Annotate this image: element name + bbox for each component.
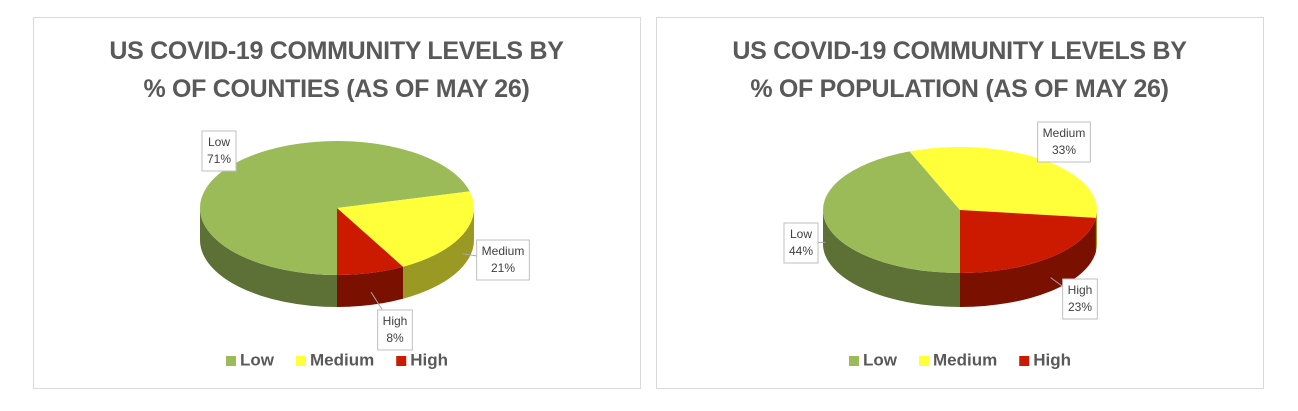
data-label-value: 71% [207, 152, 231, 166]
pie-slice-side [403, 208, 474, 299]
data-label-box [1037, 121, 1091, 163]
legend-swatch [848, 356, 859, 366]
pie-slice [337, 191, 474, 267]
data-label-value: 23% [1068, 300, 1092, 314]
data-label-category: Low [790, 227, 812, 241]
data-label-category: Medium [1043, 126, 1086, 140]
data-label-box [201, 130, 237, 172]
legend-swatch [918, 356, 929, 366]
legend-label: Low [240, 350, 275, 369]
legend-swatch [1019, 356, 1030, 366]
legend-swatch [396, 356, 407, 366]
pie-slice [909, 147, 1097, 218]
data-label-box [783, 222, 819, 264]
pie-slice [200, 140, 470, 275]
data-label-box [377, 309, 413, 351]
legend: Low Medium High [848, 350, 1071, 369]
data-label-category: High [383, 314, 408, 328]
data-label-value: 33% [1052, 143, 1076, 157]
pie-slice-side [960, 217, 1096, 307]
data-label-value: 21% [491, 261, 515, 275]
legend-label: Low [863, 350, 898, 369]
pie-slice-side [200, 208, 337, 307]
data-label-category: Medium [482, 244, 525, 258]
data-label-box [1062, 278, 1098, 320]
data-label-category: Low [208, 135, 230, 149]
pie-slice [823, 151, 960, 273]
pie-slice [960, 210, 1096, 273]
legend-swatch [295, 356, 306, 366]
pie-slice-side [1095, 210, 1097, 252]
data-label-category: High [1068, 283, 1093, 297]
legend-label: High [410, 350, 448, 369]
pie-slice-side [337, 266, 404, 307]
pie-slice [337, 208, 404, 275]
data-label-box [476, 239, 530, 281]
pie-slice-side [823, 210, 960, 307]
legend-label: High [1033, 350, 1071, 369]
legend-label: Medium [310, 350, 374, 369]
chart-title: US COVID-19 COMMUNITY LEVELS BY % OF POP… [732, 37, 1187, 103]
legend: Low Medium High [225, 350, 448, 369]
chart-title: US COVID-19 COMMUNITY LEVELS BY % OF COU… [109, 37, 564, 103]
data-label-value: 44% [789, 244, 813, 258]
legend-swatch [225, 356, 236, 366]
legend-label: Medium [933, 350, 997, 369]
data-label-value: 8% [386, 331, 404, 345]
